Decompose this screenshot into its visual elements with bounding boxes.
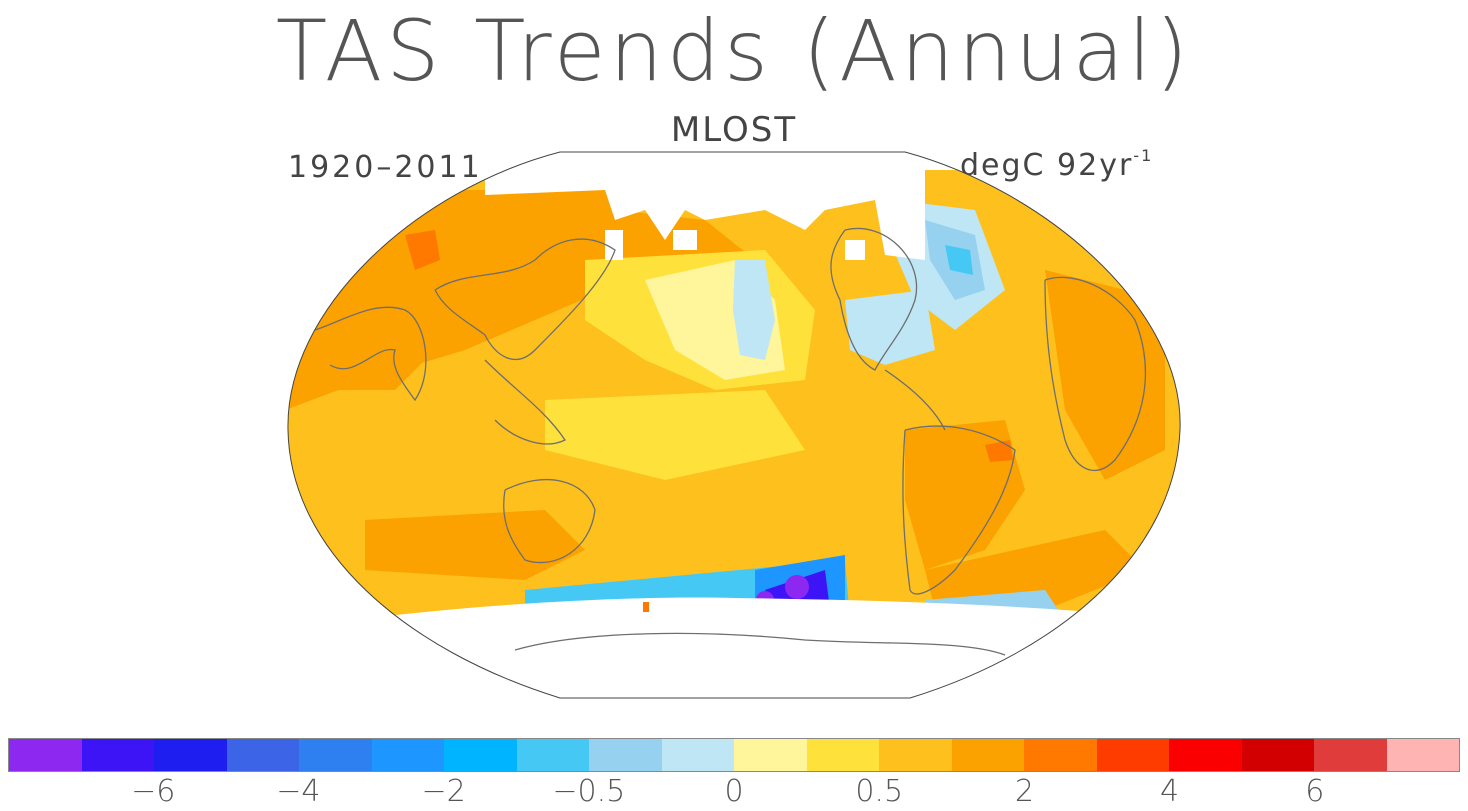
units-base: degC 92yr: [960, 148, 1134, 183]
colorbar-cell: [1314, 739, 1387, 771]
region-antarctic-hotspot: [643, 602, 649, 612]
colorbar-tick-label: −2: [421, 774, 466, 809]
colorbar-cell: [1169, 739, 1242, 771]
units-exponent: -1: [1133, 146, 1154, 165]
colorbar-cell: [806, 739, 879, 771]
colorbar-tick-label: 6: [1305, 774, 1325, 809]
region-antarctic-missing: [287, 597, 1181, 698]
colorbar-tick-label: 0.5: [855, 774, 904, 809]
region-africa-warm: [1045, 270, 1165, 480]
colorbar-cell: [299, 739, 372, 771]
colorbar-cell: [1386, 739, 1459, 771]
coastlines: [314, 227, 1146, 656]
region-missing-patch-3: [845, 240, 865, 260]
region-west-atlantic-cool: [845, 290, 935, 365]
colorbar-cell: [371, 739, 444, 771]
colorbar-cell: [661, 739, 734, 771]
colorbar: [8, 738, 1460, 772]
colorbar-cell: [879, 739, 952, 771]
colorbar-cell: [81, 739, 154, 771]
colorbar-tick-label: 4: [1160, 774, 1180, 809]
colorbar-cell: [589, 739, 662, 771]
colorbar-tick-label: 2: [1014, 774, 1034, 809]
map-border: [287, 151, 1181, 699]
colorbar-cell: [226, 739, 299, 771]
world-map: [287, 151, 1181, 699]
colorbar-cell: [734, 739, 807, 771]
colorbar-ticks: −6 −4 −2 −0.5 0 0.5 2 4 6: [0, 774, 1468, 810]
units-label: degC 92yr-1: [960, 146, 1153, 183]
region-india-warm: [315, 300, 435, 390]
region-southern-ocean-extreme: [785, 575, 809, 599]
region-south-atlantic-warm: [925, 530, 1145, 610]
colorbar-cell: [951, 739, 1024, 771]
region-north-atlantic-cold: [945, 245, 973, 275]
region-hotspot-siberia: [405, 230, 440, 270]
period-label: 1920–2011: [288, 150, 483, 185]
colorbar-cell: [516, 739, 589, 771]
colorbar-cell: [1096, 739, 1169, 771]
trend-field: [287, 152, 1181, 698]
region-central-pacific-light: [545, 390, 805, 480]
dataset-label: MLOST: [670, 110, 798, 150]
region-arctic-missing: [485, 152, 1181, 260]
colorbar-tick-label: −0.5: [552, 774, 626, 809]
colorbar-tick-label: −4: [276, 774, 321, 809]
colorbar-tick-label: −6: [131, 774, 176, 809]
map-title: TAS Trends (Annual): [275, 2, 1193, 100]
region-missing-patch-1: [605, 230, 623, 260]
region-brazil-hotspot: [985, 440, 1013, 462]
colorbar-cell: [154, 739, 227, 771]
region-southern-ocean-warm: [365, 510, 585, 580]
colorbar-cell: [1024, 739, 1097, 771]
colorbar-cell: [9, 739, 82, 771]
region-missing-patch-2: [673, 230, 697, 250]
colorbar-cell: [1241, 739, 1314, 771]
colorbar-tick-label: 0: [724, 774, 744, 809]
colorbar-cell: [444, 739, 517, 771]
region-north-pacific-cool: [733, 260, 775, 360]
